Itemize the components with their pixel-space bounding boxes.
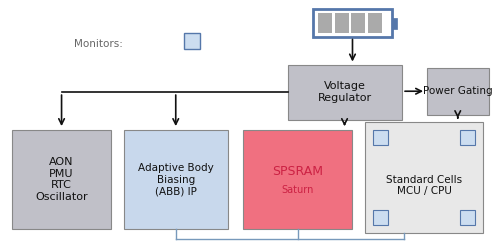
Bar — [374, 130, 388, 145]
Text: AON
PMU
RTC
Oscillator: AON PMU RTC Oscillator — [35, 157, 88, 202]
Bar — [392, 18, 397, 29]
Bar — [460, 130, 474, 145]
Bar — [366, 122, 482, 233]
Bar — [124, 130, 228, 229]
Bar — [12, 130, 111, 229]
Bar — [460, 210, 474, 225]
Text: Voltage
Regulator: Voltage Regulator — [318, 81, 372, 103]
Text: Adaptive Body
Biasing
(ABB) IP: Adaptive Body Biasing (ABB) IP — [138, 163, 214, 196]
Bar — [313, 9, 392, 37]
Text: Monitors:: Monitors: — [74, 39, 124, 49]
Bar — [334, 13, 348, 33]
Bar — [318, 13, 332, 33]
Text: Standard Cells
MCU / CPU: Standard Cells MCU / CPU — [386, 175, 462, 196]
Bar — [352, 13, 366, 33]
Bar — [427, 68, 488, 115]
Text: SPSRAM: SPSRAM — [272, 165, 324, 178]
Bar — [244, 130, 352, 229]
Text: Power Gating: Power Gating — [423, 86, 492, 96]
Bar — [184, 33, 200, 48]
Bar — [374, 210, 388, 225]
Bar — [288, 65, 402, 120]
Bar — [368, 13, 382, 33]
Text: Saturn: Saturn — [282, 184, 314, 195]
